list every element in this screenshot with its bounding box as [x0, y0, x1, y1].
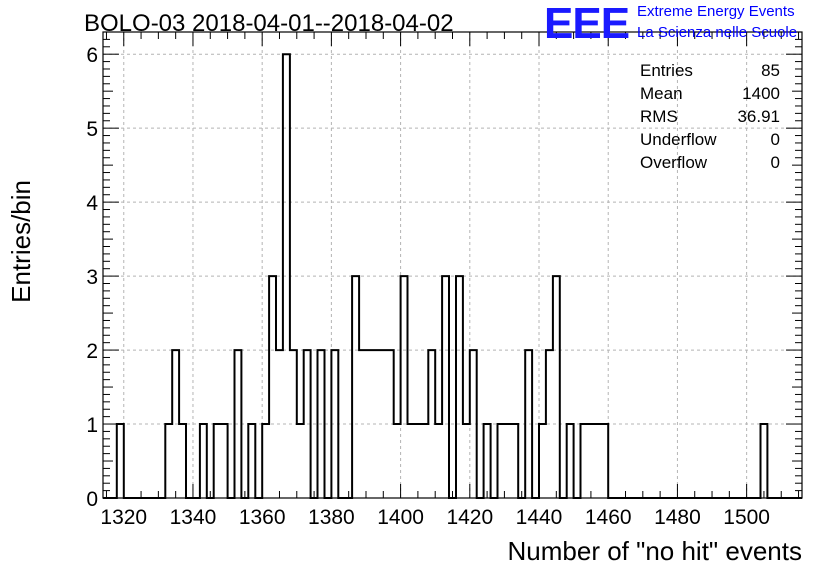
x-tick-label: 1500	[723, 506, 770, 529]
y-tick-label: 1	[86, 414, 98, 437]
stats-label: Overflow	[640, 153, 708, 172]
y-axis-label: Entries/bin	[6, 180, 36, 303]
histogram-bin	[394, 424, 401, 498]
x-tick-label: 1340	[170, 506, 217, 529]
x-tick-label: 1320	[100, 506, 147, 529]
histogram-bin	[601, 424, 608, 498]
eee-logo: EEE	[544, 0, 630, 48]
histogram-bin	[504, 424, 511, 498]
histogram-bin	[421, 424, 428, 498]
stats-row-underflow: Underflow 0	[640, 128, 780, 151]
logo-line-1: Extreme Energy Events	[637, 3, 795, 20]
histogram-bin	[484, 424, 491, 498]
histogram-bin	[539, 424, 546, 498]
stats-label: Underflow	[640, 130, 717, 149]
chart-title: BOLO-03 2018-04-01--2018-04-02	[84, 10, 454, 37]
y-tick-label: 3	[86, 266, 98, 289]
stats-value: 85	[761, 61, 780, 80]
x-tick-label: 1400	[377, 506, 424, 529]
histogram-bin	[117, 424, 124, 498]
x-axis-label: Number of "no hit" events	[507, 536, 803, 566]
stats-label: Mean	[640, 84, 683, 103]
histogram-bin	[581, 424, 588, 498]
x-tick-label: 1460	[585, 506, 632, 529]
stats-row-entries: Entries 85	[640, 59, 780, 82]
y-tick-label: 2	[86, 340, 98, 363]
y-tick-label: 6	[86, 44, 98, 67]
x-tick-label: 1480	[654, 506, 701, 529]
histogram-bin	[221, 424, 228, 498]
histogram-bin	[297, 424, 304, 498]
x-tick-label: 1380	[308, 506, 355, 529]
logo-line-2: La Scienza nelle Scuole	[637, 24, 798, 41]
stats-row-mean: Mean 1400	[640, 82, 780, 105]
stats-value: 0	[770, 153, 780, 172]
histogram-bin	[414, 424, 421, 498]
histogram-bin	[567, 424, 574, 498]
histogram-bin	[269, 276, 276, 498]
y-tick-label: 0	[86, 488, 98, 511]
histogram-bin	[760, 424, 767, 498]
histogram-bin	[214, 424, 221, 498]
stats-row-rms: RMS 36.91	[640, 105, 780, 128]
stats-box: Entries 85 Mean 1400 RMS 36.91 Underflow…	[640, 59, 780, 174]
histogram-bin	[594, 424, 601, 498]
histogram-bin	[200, 424, 207, 498]
histogram-bin	[401, 276, 408, 498]
stats-label: RMS	[640, 107, 678, 126]
histogram-bin	[408, 424, 415, 498]
histogram-bin	[463, 424, 470, 498]
histogram-bin	[248, 424, 255, 498]
histogram-bin	[497, 424, 504, 498]
stats-label: Entries	[640, 61, 693, 80]
histogram-bin	[435, 424, 442, 498]
x-tick-label: 1440	[516, 506, 563, 529]
histogram-bin	[262, 424, 269, 498]
stats-value: 0	[770, 130, 780, 149]
y-tick-label: 5	[86, 118, 98, 141]
y-tick-label: 4	[86, 192, 98, 215]
x-tick-label: 1420	[446, 506, 493, 529]
histogram-bin	[165, 424, 172, 498]
histogram-bin	[587, 424, 594, 498]
x-tick-label: 1360	[239, 506, 286, 529]
stats-row-overflow: Overflow 0	[640, 151, 780, 174]
histogram-bin	[352, 276, 359, 498]
stats-value: 36.91	[737, 107, 780, 126]
stats-value: 1400	[742, 84, 780, 103]
